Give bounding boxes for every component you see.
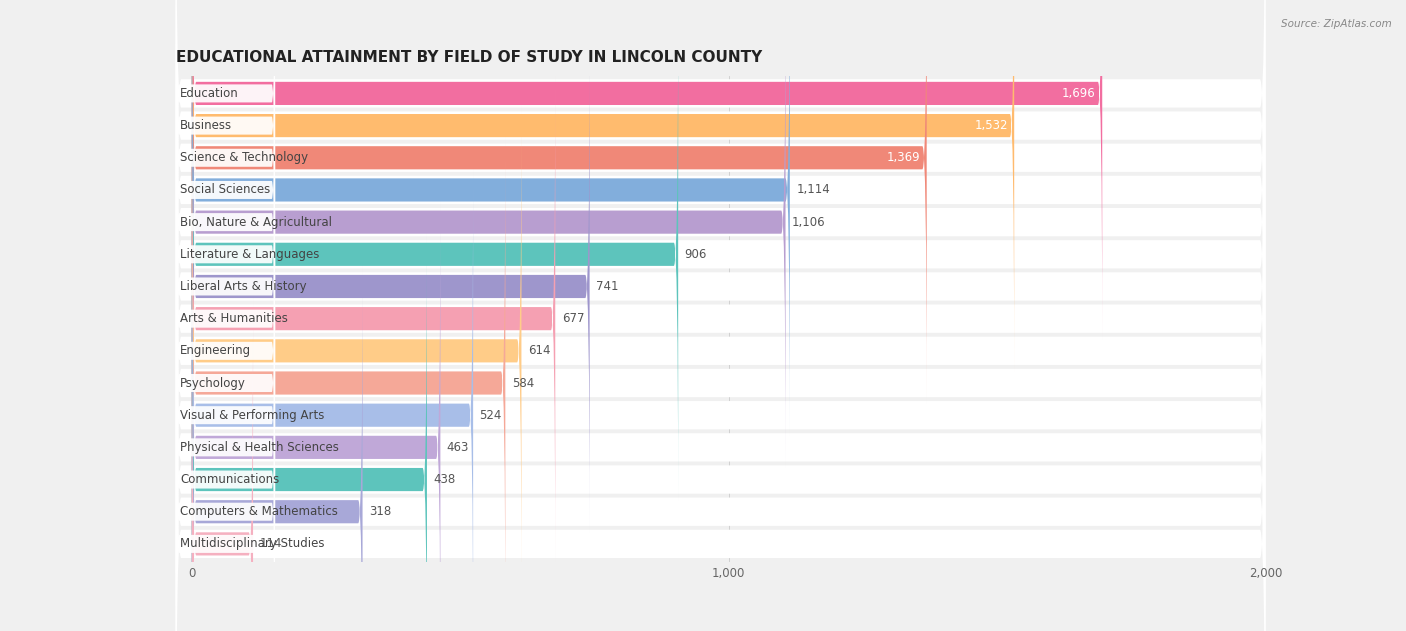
FancyBboxPatch shape bbox=[191, 201, 440, 631]
Text: Liberal Arts & History: Liberal Arts & History bbox=[180, 280, 307, 293]
Text: Arts & Humanities: Arts & Humanities bbox=[180, 312, 288, 325]
Text: 677: 677 bbox=[561, 312, 583, 325]
FancyBboxPatch shape bbox=[176, 199, 276, 567]
Text: 741: 741 bbox=[596, 280, 619, 293]
Text: Literature & Languages: Literature & Languages bbox=[180, 248, 319, 261]
FancyBboxPatch shape bbox=[176, 139, 1265, 631]
Text: Education: Education bbox=[180, 87, 239, 100]
Text: Business: Business bbox=[180, 119, 232, 132]
FancyBboxPatch shape bbox=[191, 8, 678, 500]
Text: 524: 524 bbox=[479, 409, 502, 422]
FancyBboxPatch shape bbox=[176, 172, 1265, 631]
FancyBboxPatch shape bbox=[191, 105, 522, 597]
FancyBboxPatch shape bbox=[191, 0, 786, 468]
Text: 1,532: 1,532 bbox=[974, 119, 1008, 132]
Text: 114: 114 bbox=[260, 538, 283, 550]
FancyBboxPatch shape bbox=[176, 70, 276, 439]
FancyBboxPatch shape bbox=[191, 137, 505, 629]
FancyBboxPatch shape bbox=[176, 134, 276, 503]
FancyBboxPatch shape bbox=[191, 298, 253, 631]
FancyBboxPatch shape bbox=[176, 0, 1265, 594]
Text: Science & Technology: Science & Technology bbox=[180, 151, 308, 164]
FancyBboxPatch shape bbox=[176, 0, 1265, 498]
Text: Visual & Performing Arts: Visual & Performing Arts bbox=[180, 409, 325, 422]
FancyBboxPatch shape bbox=[176, 360, 276, 631]
FancyBboxPatch shape bbox=[176, 0, 1265, 401]
FancyBboxPatch shape bbox=[176, 204, 1265, 631]
FancyBboxPatch shape bbox=[191, 73, 555, 565]
Text: 463: 463 bbox=[447, 441, 470, 454]
FancyBboxPatch shape bbox=[176, 102, 276, 471]
Text: Bio, Nature & Agricultural: Bio, Nature & Agricultural bbox=[180, 216, 332, 228]
Text: Social Sciences: Social Sciences bbox=[180, 184, 270, 196]
FancyBboxPatch shape bbox=[176, 75, 1265, 631]
FancyBboxPatch shape bbox=[176, 0, 1265, 466]
Text: 438: 438 bbox=[433, 473, 456, 486]
FancyBboxPatch shape bbox=[176, 231, 276, 599]
FancyBboxPatch shape bbox=[191, 233, 427, 631]
Text: 1,106: 1,106 bbox=[792, 216, 825, 228]
FancyBboxPatch shape bbox=[176, 236, 1265, 631]
Text: Psychology: Psychology bbox=[180, 377, 246, 389]
FancyBboxPatch shape bbox=[191, 169, 474, 631]
Text: EDUCATIONAL ATTAINMENT BY FIELD OF STUDY IN LINCOLN COUNTY: EDUCATIONAL ATTAINMENT BY FIELD OF STUDY… bbox=[176, 50, 762, 65]
FancyBboxPatch shape bbox=[176, 0, 1265, 530]
Text: 318: 318 bbox=[368, 505, 391, 518]
Text: 584: 584 bbox=[512, 377, 534, 389]
Text: 614: 614 bbox=[527, 345, 550, 357]
FancyBboxPatch shape bbox=[176, 263, 276, 631]
FancyBboxPatch shape bbox=[176, 0, 276, 310]
FancyBboxPatch shape bbox=[191, 0, 790, 436]
FancyBboxPatch shape bbox=[191, 0, 927, 404]
FancyBboxPatch shape bbox=[176, 327, 276, 631]
Text: Computers & Mathematics: Computers & Mathematics bbox=[180, 505, 337, 518]
FancyBboxPatch shape bbox=[176, 295, 276, 631]
FancyBboxPatch shape bbox=[176, 0, 1265, 433]
FancyBboxPatch shape bbox=[191, 0, 1102, 339]
FancyBboxPatch shape bbox=[176, 43, 1265, 631]
FancyBboxPatch shape bbox=[176, 0, 276, 278]
FancyBboxPatch shape bbox=[191, 266, 363, 631]
Text: Physical & Health Sciences: Physical & Health Sciences bbox=[180, 441, 339, 454]
FancyBboxPatch shape bbox=[176, 107, 1265, 631]
Text: 1,114: 1,114 bbox=[796, 184, 830, 196]
FancyBboxPatch shape bbox=[191, 0, 1014, 372]
FancyBboxPatch shape bbox=[176, 11, 1265, 626]
FancyBboxPatch shape bbox=[191, 40, 589, 533]
FancyBboxPatch shape bbox=[176, 0, 276, 342]
Text: 1,369: 1,369 bbox=[887, 151, 921, 164]
Text: 906: 906 bbox=[685, 248, 707, 261]
FancyBboxPatch shape bbox=[176, 6, 276, 374]
Text: 1,696: 1,696 bbox=[1062, 87, 1095, 100]
FancyBboxPatch shape bbox=[176, 0, 1265, 562]
Text: Engineering: Engineering bbox=[180, 345, 252, 357]
Text: Communications: Communications bbox=[180, 473, 280, 486]
Text: Source: ZipAtlas.com: Source: ZipAtlas.com bbox=[1281, 19, 1392, 29]
FancyBboxPatch shape bbox=[176, 167, 276, 535]
Text: Multidisciplinary Studies: Multidisciplinary Studies bbox=[180, 538, 325, 550]
FancyBboxPatch shape bbox=[176, 38, 276, 406]
